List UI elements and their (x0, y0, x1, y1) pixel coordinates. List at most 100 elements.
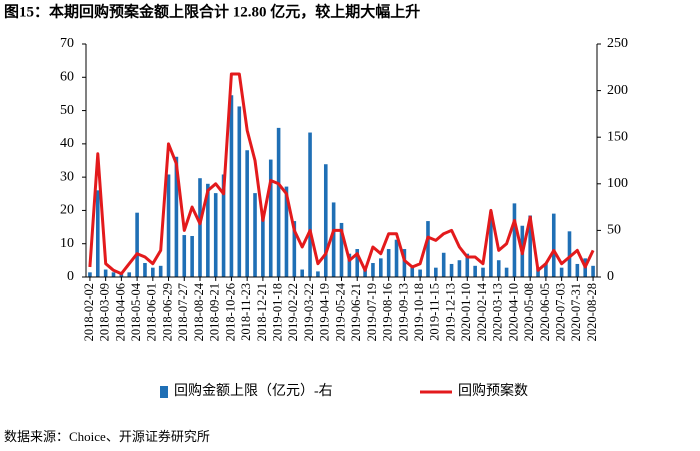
x-tick-label: 2018-07-27 (176, 283, 190, 341)
bar (143, 263, 147, 277)
bar (567, 231, 572, 277)
bar (198, 178, 202, 277)
x-tick-label: 2018-02-02 (82, 283, 96, 341)
legend-label: 回购预案数 (458, 382, 528, 399)
bar (221, 174, 226, 277)
x-tick-label: 2018-12-21 (255, 283, 269, 341)
bar (158, 265, 163, 277)
bar (300, 269, 304, 277)
bar (182, 235, 187, 277)
x-tick-label: 2019-12-13 (443, 283, 457, 341)
x-tick-label: 2019-03-22 (302, 283, 316, 341)
x-tick-label: 2019-10-18 (412, 283, 426, 341)
legend-label: 回购金额上限（亿元）-右 (174, 383, 333, 399)
bar (347, 253, 352, 277)
bar (371, 263, 375, 277)
bar (135, 212, 139, 277)
bar (253, 193, 257, 277)
y-tick-label: 0 (67, 269, 74, 284)
x-tick-label: 2020-03-13 (491, 283, 505, 341)
bar (355, 249, 360, 277)
line (88, 72, 595, 276)
bar (410, 265, 415, 277)
bar (268, 159, 273, 277)
bar (284, 186, 289, 277)
bar (237, 106, 242, 277)
bar (292, 221, 297, 277)
y2-tick-label: 150 (607, 129, 628, 144)
bar (95, 190, 100, 277)
bar (323, 164, 328, 277)
x-tick-label: 2018-10-26 (223, 283, 237, 341)
x-tick-label: 2019-02-22 (286, 283, 300, 341)
bar (151, 267, 155, 277)
x-tick-label: 2020-08-28 (585, 283, 599, 341)
x-tick-label: 2018-05-04 (129, 282, 143, 341)
bar (544, 263, 548, 277)
bar (379, 258, 383, 277)
bar (465, 253, 470, 277)
x-tick-label: 2020-07-03 (553, 283, 567, 341)
bar (276, 127, 281, 277)
bar (426, 221, 430, 277)
bar (457, 260, 462, 277)
bar (434, 267, 438, 277)
x-tick-label: 2020-06-05 (538, 283, 552, 341)
bar (449, 263, 454, 277)
x-tick-label: 2019-09-13 (396, 283, 410, 341)
y2-tick-label: 250 (607, 36, 628, 51)
x-tick-label: 2019-08-16 (381, 283, 395, 341)
x-tick-label: 2019-07-19 (365, 283, 379, 341)
y2-tick-label: 200 (607, 83, 628, 98)
bar (308, 132, 312, 277)
y-tick-label: 60 (60, 70, 74, 85)
source-note: 数据来源：Choice、开源证券研究所 (4, 429, 210, 444)
bar (166, 174, 171, 277)
bar (339, 222, 344, 277)
bar (245, 150, 249, 277)
x-tick-label: 2020-02-14 (475, 282, 489, 341)
bar (441, 252, 446, 277)
y-tick-label: 50 (60, 103, 74, 118)
y-tick-label: 40 (60, 136, 74, 151)
x-tick-label: 2018-11-23 (239, 283, 253, 341)
bar (127, 272, 132, 277)
bar (402, 249, 407, 277)
bar (111, 272, 116, 277)
bar (481, 267, 485, 277)
bar (536, 267, 540, 277)
chart-title: 图15：本期回购预案金额上限合计 12.80 亿元，较上期大幅上升 (4, 2, 420, 20)
y-tick-label: 70 (60, 36, 74, 51)
bar (229, 95, 234, 277)
bar (496, 260, 501, 277)
y-tick-label: 20 (60, 203, 74, 218)
x-tick-label: 2020-05-08 (522, 283, 536, 341)
x-tick-label: 2018-03-09 (98, 283, 112, 341)
bar (591, 265, 595, 277)
y2-tick-label: 0 (607, 269, 614, 284)
bar (119, 274, 124, 277)
bar (418, 269, 422, 277)
bar (473, 265, 477, 277)
y2-tick-label: 100 (607, 176, 628, 191)
x-tick-label: 2018-04-06 (113, 283, 127, 341)
x-tick-label: 2018-09-21 (208, 283, 222, 341)
bar (331, 202, 336, 277)
bar (394, 239, 399, 277)
bar (504, 267, 509, 277)
bar (551, 213, 556, 277)
bar (386, 249, 391, 277)
bar (88, 272, 92, 277)
x-tick-label: 2018-06-01 (145, 283, 159, 341)
y-tick-label: 10 (60, 236, 74, 251)
bar (512, 203, 517, 277)
bar (103, 269, 108, 277)
x-tick-label: 2019-04-19 (318, 283, 332, 341)
x-tick-label: 2020-04-10 (506, 283, 520, 341)
bar (316, 271, 320, 277)
x-tick-label: 2019-06-21 (349, 283, 363, 341)
y2-tick-label: 50 (607, 223, 621, 238)
bar (174, 156, 179, 277)
